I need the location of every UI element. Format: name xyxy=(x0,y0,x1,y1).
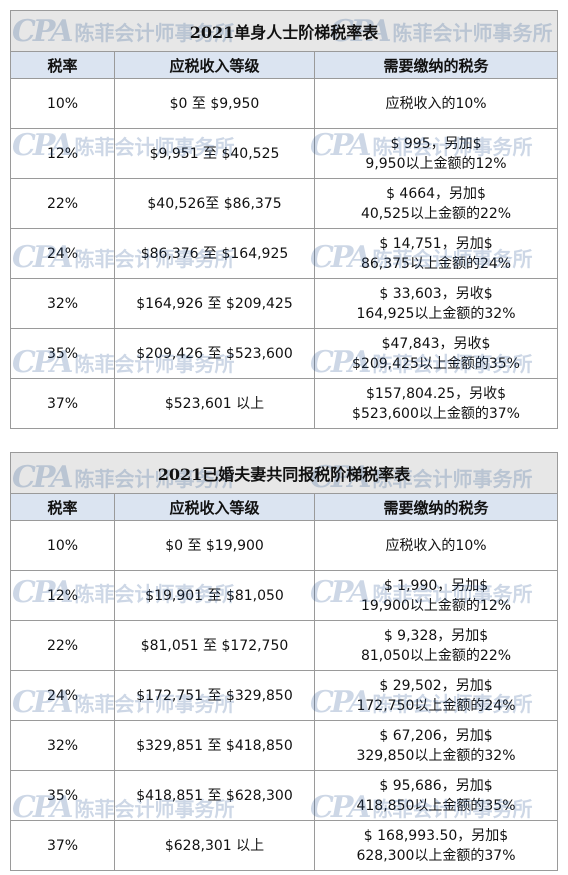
rate-cell: 12% xyxy=(10,128,115,179)
rate-cell: 24% xyxy=(10,670,115,721)
table-row: 12% $19,901 至 $81,050 $ 1,990，另加$ 19,900以上金… xyxy=(10,570,558,621)
tax-line-1: $ 14,751，另加$ xyxy=(379,235,493,252)
table-row: 32% $329,851 至 $418,850 $ 67,206，另加$ 329,85… xyxy=(10,720,558,771)
table-title: 2021单身人士阶梯税率表 xyxy=(189,23,379,42)
table-row: 35% $209,426 至 $523,600 $47,843，另收$ $209,42… xyxy=(10,328,559,379)
table-row: 24% $86,376 至 $164,925 $ 14,751，另加$ 86,375以… xyxy=(10,228,559,279)
bracket-cell: $628,301 以上 xyxy=(114,820,315,871)
tax-line-1: 应税收入的10% xyxy=(385,95,487,112)
tax-cell: $ 67,206，另加$ 329,850以上金额的32% xyxy=(314,720,558,771)
tax-cell: 应税收入的10% xyxy=(313,78,559,129)
header-rate: 税率 xyxy=(10,493,115,521)
single-tax-table: 2021单身人士阶梯税率表 税率 应税收入等级 需要缴纳的税务 10% $0 至 … xyxy=(9,10,559,429)
tax-line-1: $ 33,603，另收$ xyxy=(379,285,493,302)
rate-cell: 35% xyxy=(10,328,115,379)
tax-line-1: $ 168,993.50，另加$ xyxy=(363,827,509,844)
tax-line-1: $157,804.25，另收$ xyxy=(366,385,506,402)
tax-line-1: $ 9,328，另加$ xyxy=(383,627,489,644)
header-rate: 税率 xyxy=(10,51,115,79)
tax-line-1: $ 29,502，另加$ xyxy=(379,677,493,694)
rate-cell: 24% xyxy=(10,228,115,279)
table-title-cell: 2021单身人士阶梯税率表 xyxy=(9,10,559,52)
table-row: 12% $9,951 至 $40,525 $ 995，另加$ 9,950以上金额的12… xyxy=(10,128,559,179)
tax-cell: $ 33,603，另收$ 164,925以上金额的32% xyxy=(313,278,559,329)
table-title: 2021已婚夫妻共同报税阶梯税率表 xyxy=(157,465,411,484)
rate-cell: 32% xyxy=(10,278,115,329)
table-row: 37% $523,601 以上 $157,804.25，另收$ $523,600以上金… xyxy=(10,378,559,429)
tax-line-2: 81,050以上金额的22% xyxy=(360,647,512,664)
married-joint-tax-table: 2021已婚夫妻共同报税阶梯税率表 税率 应税收入等级 需要缴纳的税务 10% $… xyxy=(10,452,558,871)
tax-line-2: $523,600以上金额的37% xyxy=(352,405,520,422)
bracket-cell: $172,751 至 $329,850 xyxy=(114,670,315,721)
rate-cell: 22% xyxy=(10,620,115,671)
rate-cell: 10% xyxy=(10,520,115,571)
tax-line-2: 9,950以上金额的12% xyxy=(365,155,507,172)
tax-line-1: $ 95,686，另加$ xyxy=(379,777,493,794)
tax-cell: $ 1,990，另加$ 19,900以上金额的12% xyxy=(314,570,558,621)
rate-cell: 37% xyxy=(10,378,115,429)
header-bracket: 应税收入等级 xyxy=(114,51,315,79)
tax-line-2: 40,525以上金额的22% xyxy=(360,205,512,222)
bracket-cell: $81,051 至 $172,750 xyxy=(114,620,315,671)
table-row: 35% $418,851 至 $628,300 $ 95,686，另加$ 418,85… xyxy=(10,770,558,821)
tax-line-1: $ 4664，另加$ xyxy=(386,185,486,202)
tax-line-2: $209,425以上金额的35% xyxy=(352,355,520,372)
tax-line-1: $ 1,990，另加$ xyxy=(383,577,489,594)
tax-line-1: $ 67,206，另加$ xyxy=(379,727,493,744)
rate-cell: 32% xyxy=(10,720,115,771)
tax-line-1: 应税收入的10% xyxy=(385,537,487,554)
tax-line-2: 172,750以上金额的24% xyxy=(356,697,516,714)
rate-cell: 37% xyxy=(10,820,115,871)
tax-cell: 应税收入的10% xyxy=(314,520,558,571)
bracket-cell: $523,601 以上 xyxy=(114,378,315,429)
tax-cell: $ 95,686，另加$ 418,850以上金额的35% xyxy=(314,770,558,821)
bracket-cell: $86,376 至 $164,925 xyxy=(114,228,315,279)
tax-cell: $157,804.25，另收$ $523,600以上金额的37% xyxy=(313,378,559,429)
bracket-cell: $19,901 至 $81,050 xyxy=(114,570,315,621)
header-tax: 需要缴纳的税务 xyxy=(313,51,559,79)
bracket-cell: $329,851 至 $418,850 xyxy=(114,720,315,771)
tax-line-2: 329,850以上金额的32% xyxy=(356,747,516,764)
rate-cell: 10% xyxy=(10,78,115,129)
tax-cell: $47,843，另收$ $209,425以上金额的35% xyxy=(313,328,559,379)
bracket-cell: $9,951 至 $40,525 xyxy=(114,128,315,179)
bracket-cell: $0 至 $9,950 xyxy=(114,78,315,129)
table-row: 10% $0 至 $19,900 应税收入的10% xyxy=(10,520,558,571)
tax-line-2: 164,925以上金额的32% xyxy=(356,305,516,322)
table-row: 32% $164,926 至 $209,425 $ 33,603，另收$ 164,92… xyxy=(10,278,559,329)
header-bracket: 应税收入等级 xyxy=(114,493,315,521)
rate-cell: 22% xyxy=(10,178,115,229)
bracket-cell: $0 至 $19,900 xyxy=(114,520,315,571)
table-row: 22% $40,526至 $86,375 $ 4664，另加$ 40,525以上金额的… xyxy=(10,178,559,229)
table-title-cell: 2021已婚夫妻共同报税阶梯税率表 xyxy=(10,452,558,494)
rate-cell: 35% xyxy=(10,770,115,821)
bracket-cell: $418,851 至 $628,300 xyxy=(114,770,315,821)
tax-line-2: 628,300以上金额的37% xyxy=(356,847,516,864)
tax-cell: $ 14,751，另加$ 86,375以上金额的24% xyxy=(313,228,559,279)
tax-line-1: $47,843，另收$ xyxy=(381,335,491,352)
tax-cell: $ 29,502，另加$ 172,750以上金额的24% xyxy=(314,670,558,721)
tax-line-1: $ 995，另加$ xyxy=(390,135,482,152)
tax-line-2: 418,850以上金额的35% xyxy=(356,797,516,814)
tax-cell: $ 4664，另加$ 40,525以上金额的22% xyxy=(313,178,559,229)
table-row: 22% $81,051 至 $172,750 $ 9,328，另加$ 81,050以上… xyxy=(10,620,558,671)
bracket-cell: $209,426 至 $523,600 xyxy=(114,328,315,379)
rate-cell: 12% xyxy=(10,570,115,621)
tax-cell: $ 168,993.50，另加$ 628,300以上金额的37% xyxy=(314,820,558,871)
tax-cell: $ 995，另加$ 9,950以上金额的12% xyxy=(313,128,559,179)
table-row: 24% $172,751 至 $329,850 $ 29,502，另加$ 172,75… xyxy=(10,670,558,721)
header-tax: 需要缴纳的税务 xyxy=(314,493,558,521)
tax-cell: $ 9,328，另加$ 81,050以上金额的22% xyxy=(314,620,558,671)
bracket-cell: $164,926 至 $209,425 xyxy=(114,278,315,329)
table-row: 10% $0 至 $9,950 应税收入的10% xyxy=(10,78,559,129)
table-row: 37% $628,301 以上 $ 168,993.50，另加$ 628,300以上金… xyxy=(10,820,558,871)
bracket-cell: $40,526至 $86,375 xyxy=(114,178,315,229)
tax-line-2: 86,375以上金额的24% xyxy=(360,255,512,272)
tax-line-2: 19,900以上金额的12% xyxy=(360,597,512,614)
